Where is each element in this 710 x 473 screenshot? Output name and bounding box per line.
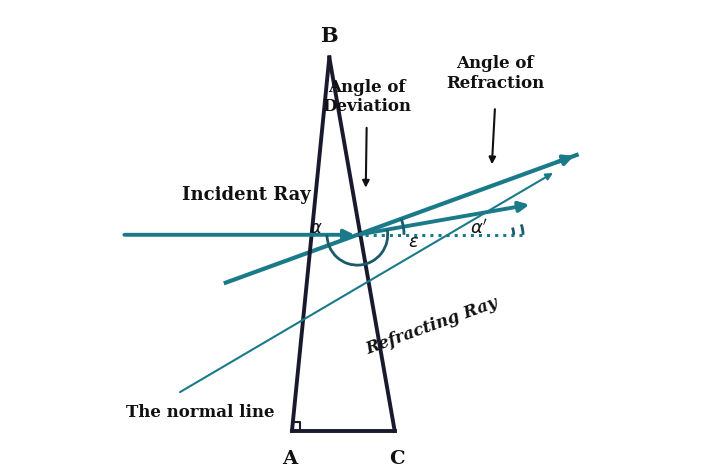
- Text: The normal line: The normal line: [126, 403, 275, 420]
- Text: Incident Ray: Incident Ray: [182, 186, 311, 204]
- Text: Refracting Ray: Refracting Ray: [364, 294, 501, 358]
- Text: C: C: [389, 449, 405, 467]
- Text: B: B: [320, 26, 338, 46]
- Text: $\alpha$: $\alpha$: [309, 219, 322, 237]
- Text: $\varepsilon$: $\varepsilon$: [408, 233, 419, 251]
- Text: A: A: [282, 449, 297, 467]
- Text: Angle of
Deviation: Angle of Deviation: [322, 79, 411, 115]
- Text: $\alpha'$: $\alpha'$: [470, 218, 488, 237]
- Text: Angle of
Refraction: Angle of Refraction: [446, 55, 544, 92]
